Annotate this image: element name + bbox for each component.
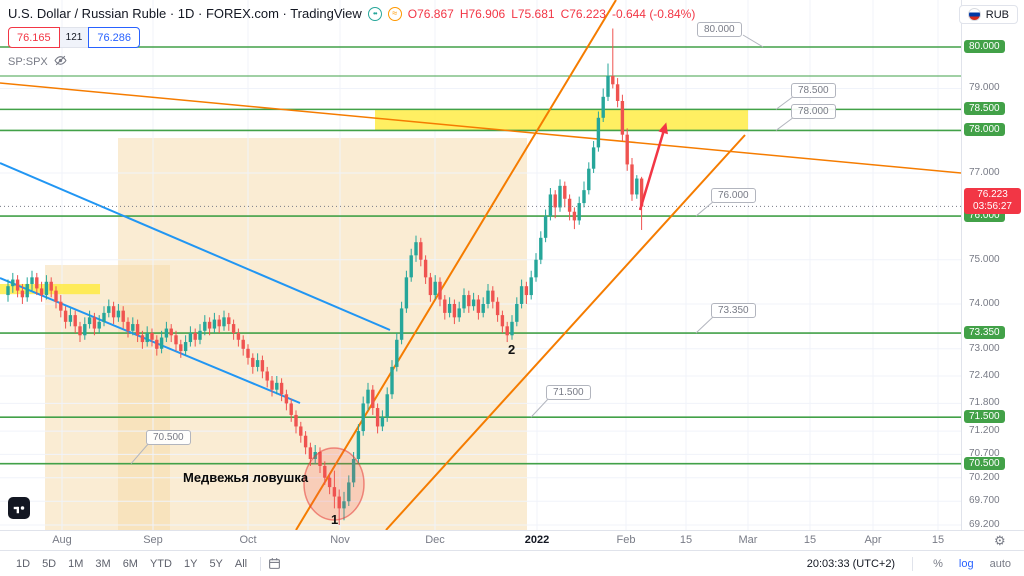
calendar-icon[interactable]: [268, 557, 281, 570]
settings-gear-icon[interactable]: ⚙: [994, 533, 1006, 548]
spread-value: 121: [59, 27, 89, 48]
open-value: O76.867: [407, 6, 454, 21]
symbol-legend: U.S. Dollar / Russian Ruble · 1D · FOREX…: [8, 6, 695, 70]
time-axis-label: Apr: [864, 534, 882, 546]
price-level-badge: 70.500: [964, 456, 1005, 470]
current-price-badge: 76.223 03:56:27: [964, 188, 1021, 215]
price-level-badge: 71.500: [964, 410, 1005, 424]
price-axis-label: 71.800: [969, 397, 1000, 409]
price-axis-label: 71.200: [969, 425, 1000, 437]
bottom-toolbar: 1D 5D 1M 3M 6M YTD 1Y 5Y All 20:03:33 (UTC+2) % …: [0, 550, 1024, 576]
russia-flag-icon: [967, 8, 981, 21]
price-axis-label: 79.000: [969, 82, 1000, 94]
log-scale-button[interactable]: log: [956, 556, 977, 572]
ohlc-values: O76.867 H76.906 L75.681 C76.223 -0.644 (…: [408, 7, 696, 21]
price-axis-label: 74.000: [969, 297, 1000, 309]
price-level-badge: 78.500: [964, 102, 1005, 116]
time-axis-label: 2022: [524, 534, 550, 546]
price-level-callout[interactable]: 76.000: [711, 188, 756, 203]
low-value: L75.681: [511, 6, 555, 21]
price-level-callout[interactable]: 71.500: [546, 385, 591, 400]
currency-label: RUB: [985, 8, 1009, 21]
time-axis-label: Sep: [143, 534, 163, 546]
price-level-callout[interactable]: 78.000: [791, 104, 836, 119]
price-axis[interactable]: 79.000 77.000 75.000 74.000 73.000 72.400 71.8…: [961, 0, 1024, 530]
toolbar-divider: [912, 556, 914, 571]
range-button-3m[interactable]: 3M: [89, 555, 116, 573]
eye-off-icon[interactable]: [54, 54, 67, 70]
range-button-1d[interactable]: 1D: [10, 555, 36, 573]
bear-trap-label[interactable]: Медвежья ловушка: [183, 470, 309, 485]
range-buttons: 1D 5D 1M 3M 6M YTD 1Y 5Y All: [10, 555, 253, 573]
buy-button[interactable]: 76.286: [88, 27, 140, 48]
wave-marker-2[interactable]: 2: [508, 342, 516, 357]
clock-display: 20:03:33 (UTC+2): [806, 557, 896, 570]
tradingview-logo-glyph: [13, 506, 25, 514]
price-level-callout[interactable]: 80.000: [697, 22, 742, 37]
high-value: H76.906: [459, 6, 506, 21]
symbol-title[interactable]: U.S. Dollar / Russian Ruble · 1D · FOREX…: [8, 6, 362, 21]
market-status-icon[interactable]: ≈: [387, 6, 402, 21]
price-axis-label: 73.000: [969, 342, 1000, 354]
price-axis-label: 70.200: [969, 471, 1000, 483]
price-axis-label: 69.200: [969, 519, 1000, 530]
trend-lines: [0, 0, 961, 530]
projection-arrow: [638, 129, 666, 211]
time-axis-label: 15: [931, 534, 945, 546]
time-axis-label: Aug: [52, 534, 72, 546]
time-axis-label: 15: [803, 534, 817, 546]
change-value: -0.644 (-0.84%): [611, 6, 696, 21]
price-level-badge: 80.000: [964, 40, 1005, 53]
price-level-badge: 78.000: [964, 123, 1005, 137]
background-zones: [45, 138, 527, 530]
close-value: C76.223: [560, 6, 606, 21]
time-axis[interactable]: ⚙ Aug Sep Oct Nov Dec 2022 Feb 15 Mar 15 Apr 15: [0, 530, 1024, 550]
percent-scale-button[interactable]: %: [930, 556, 946, 572]
projection-arrow-head: [658, 122, 668, 135]
time-axis-label: Mar: [738, 534, 758, 546]
time-axis-label: Nov: [330, 534, 350, 546]
range-button-1y[interactable]: 1Y: [178, 555, 203, 573]
price-chart[interactable]: [0, 0, 961, 530]
price-axis-label: 72.400: [969, 370, 1000, 381]
toolbar-divider: [260, 556, 262, 571]
bar-countdown: 03:56:27: [973, 201, 1012, 213]
price-axis-label: 77.000: [969, 166, 1000, 178]
price-level-callout[interactable]: 70.500: [146, 430, 191, 445]
range-button-5y[interactable]: 5Y: [203, 555, 228, 573]
price-level-callout[interactable]: 73.350: [711, 303, 756, 318]
price-level-callout[interactable]: 78.500: [791, 83, 836, 98]
auto-scale-button[interactable]: auto: [987, 556, 1014, 572]
time-axis-label: Oct: [239, 534, 257, 546]
time-axis-label: 15: [679, 534, 693, 546]
chart-pane: 80.000 78.500 78.000 76.000 73.350 71.500 70.5…: [0, 0, 961, 530]
chart-overlays: 80.000 78.500 78.000 76.000 73.350 71.500 70.5…: [146, 22, 836, 527]
data-status-icon[interactable]: ••: [367, 6, 382, 21]
current-price-value: 76.223: [977, 189, 1008, 201]
range-button-all[interactable]: All: [229, 555, 253, 573]
price-axis-label: 70.700: [969, 448, 1000, 460]
indicator-label[interactable]: SP:SPX: [8, 56, 48, 68]
bear-trap-circle: [303, 447, 365, 521]
range-button-ytd[interactable]: YTD: [144, 555, 178, 573]
time-axis-label: Feb: [616, 534, 636, 546]
currency-selector-button[interactable]: RUB: [958, 5, 1018, 24]
price-axis-label: 69.700: [969, 495, 1000, 507]
sell-button[interactable]: 76.165: [8, 27, 60, 48]
tradingview-logo[interactable]: [8, 497, 30, 519]
range-button-6m[interactable]: 6M: [117, 555, 144, 573]
wave-marker-1[interactable]: 1: [331, 512, 339, 527]
range-button-5d[interactable]: 5D: [36, 555, 62, 573]
range-button-1m[interactable]: 1M: [62, 555, 89, 573]
price-level-badge: 73.350: [964, 326, 1005, 340]
price-axis-label: 75.000: [969, 253, 1000, 265]
time-axis-label: Dec: [425, 534, 445, 546]
